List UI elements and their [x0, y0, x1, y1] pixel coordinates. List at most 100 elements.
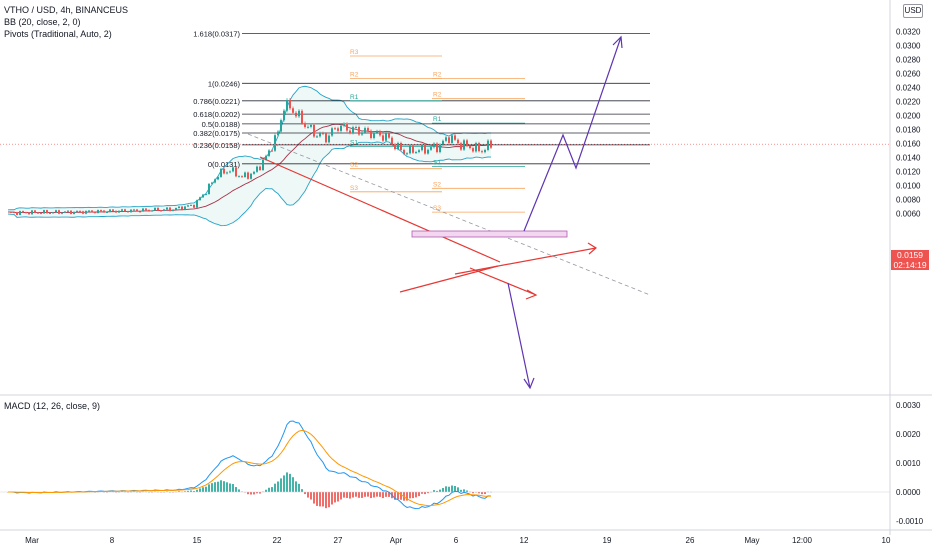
candle-body	[181, 206, 183, 210]
y-tick-label: 0.0260	[896, 70, 921, 79]
macd-histogram-bar	[214, 482, 216, 492]
candle-body	[454, 135, 456, 140]
macd-histogram-bar	[235, 487, 237, 492]
macd-histogram-bar	[343, 492, 345, 498]
candle-body	[418, 150, 420, 153]
macd-histogram-bar	[349, 492, 351, 499]
candle-body	[406, 153, 408, 155]
pivot-label: R2	[350, 71, 359, 78]
candle-body	[292, 108, 294, 113]
candle-body	[394, 144, 396, 150]
candle-body	[466, 140, 468, 146]
candle-body	[178, 206, 180, 209]
macd-histogram-bar	[460, 489, 462, 492]
macd-histogram-bar	[433, 490, 435, 492]
candle-body	[322, 133, 324, 135]
candle-body	[103, 210, 105, 213]
macd-histogram-bar	[463, 489, 465, 492]
macd-histogram-bar	[202, 487, 204, 492]
pivot-levels: R3 R2 R1 S1 S2 S3 R2 R2 R1 S1 S2 S3	[350, 49, 525, 213]
pivots-legend[interactable]: Pivots (Traditional, Auto, 2)	[4, 29, 112, 39]
candle-body	[349, 130, 351, 134]
candle-body	[118, 210, 120, 213]
macd-histogram-bar	[256, 492, 258, 494]
macd-histogram-bar	[334, 492, 336, 503]
candle-body	[202, 194, 204, 198]
x-tick-label: 27	[334, 536, 343, 545]
macd-histogram-bar	[325, 492, 327, 509]
candle-body	[142, 208, 144, 212]
macd-histogram-bar	[436, 490, 438, 492]
y-tick-label: 0.0140	[896, 154, 921, 163]
candle-body	[331, 128, 333, 136]
fib-label: 0.5(0.0188)	[202, 120, 241, 129]
macd-tick-label: 0.0020	[896, 430, 921, 439]
candle-body	[265, 155, 267, 160]
x-tick-label: 6	[454, 536, 459, 545]
y-tick-label: 0.0220	[896, 98, 921, 107]
y-tick-label: 0.0240	[896, 84, 921, 93]
candle-body	[28, 212, 30, 215]
bb-basis-line	[7, 123, 492, 214]
signal-line	[7, 429, 492, 507]
candle-body	[367, 128, 369, 131]
candle-body	[130, 209, 132, 213]
x-tick-label: Apr	[390, 536, 403, 545]
candle-body	[271, 150, 273, 152]
candle-body	[301, 110, 303, 124]
candle-body	[184, 206, 186, 210]
bear-arrow-head	[525, 289, 538, 300]
candle-body	[91, 210, 93, 212]
macd-histogram-bar	[247, 492, 249, 495]
macd-histogram-bar	[406, 492, 408, 501]
candle-body	[214, 179, 216, 183]
candle-body	[448, 137, 450, 143]
macd-histogram-bar	[187, 490, 189, 492]
candle-body	[226, 172, 228, 174]
bb-upper-line	[7, 85, 491, 211]
pivot-label: S2	[433, 181, 441, 188]
candle-body	[19, 211, 21, 215]
currency-label[interactable]: USD	[903, 4, 923, 18]
candle-body	[157, 207, 159, 211]
candle-body	[73, 211, 75, 214]
macd-histogram-bar	[286, 472, 288, 492]
candle-body	[67, 210, 69, 212]
macd-histogram-bar	[388, 492, 390, 497]
candle-body	[121, 209, 123, 211]
macd-histogram-bar	[301, 489, 303, 492]
fib-label: 0(0.0131)	[208, 160, 241, 169]
macd-tick-label: 0.0010	[896, 459, 921, 468]
candle-body	[256, 166, 258, 172]
fib-label: 0.382(0.0175)	[193, 129, 240, 138]
resistance-zone	[411, 230, 568, 238]
candle-body	[469, 145, 471, 149]
candle-body	[61, 212, 63, 214]
candle-body	[193, 204, 195, 208]
candle-body	[148, 209, 150, 212]
candle-body	[55, 210, 57, 213]
macd-legend[interactable]: MACD (12, 26, close, 9)	[4, 401, 101, 411]
macd-histogram-bar	[370, 492, 372, 499]
macd-histogram-bar	[259, 492, 261, 494]
candle-body	[97, 210, 99, 214]
candle-body	[334, 128, 336, 130]
macd-histogram-bar	[208, 484, 210, 492]
y-tick-label: 0.0060	[896, 210, 921, 219]
fib-label: 0.618(0.0202)	[193, 110, 240, 119]
candle-body	[472, 148, 474, 152]
candle-body	[451, 135, 453, 143]
bollinger-bands	[7, 85, 492, 227]
candle-body	[385, 133, 387, 141]
candle-body	[190, 204, 192, 206]
candle-body	[34, 210, 36, 213]
macd-histogram-bar	[313, 492, 315, 504]
candle-body	[241, 176, 243, 178]
macd-tick-label: 0.0000	[896, 488, 921, 497]
symbol-legend[interactable]: VTHO / USD, 4h, BINANCEUS	[4, 5, 129, 15]
fibonacci-levels: 1.618(0.0317) 1(0.0246) 0.786(0.0221) 0.618…	[193, 30, 650, 169]
macd-histogram-bar	[310, 492, 312, 500]
bb-legend[interactable]: BB (20, close, 2, 0)	[4, 17, 81, 27]
macd-histogram-bar	[445, 486, 447, 492]
